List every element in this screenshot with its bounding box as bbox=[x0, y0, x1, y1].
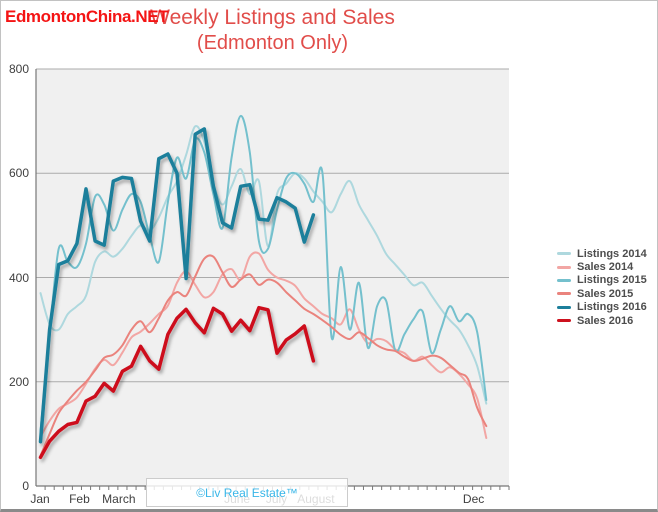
chart-subtitle: (Edmonton Only) bbox=[196, 32, 349, 54]
legend-item: Sales 2016 bbox=[557, 314, 647, 327]
liv-watermark-box: ©Liv Real Estate™ bbox=[146, 478, 348, 507]
watermark-edmontonchina: EdmontonChina.NET bbox=[5, 7, 169, 26]
y-axis-label: 600 bbox=[8, 166, 29, 181]
legend-item: Listings 2015 bbox=[557, 274, 647, 287]
legend-label: Sales 2015 bbox=[577, 287, 634, 300]
legend-item: Listings 2016 bbox=[557, 301, 647, 314]
legend-label: Listings 2016 bbox=[577, 301, 647, 314]
chart-title-block: Weekly Listings and Sales (Edmonton Only… bbox=[36, 5, 509, 55]
legend-label: Sales 2014 bbox=[577, 261, 634, 274]
chart-title: Weekly Listings and Sales bbox=[150, 6, 395, 29]
x-axis-label-dec: Dec bbox=[462, 492, 485, 506]
legend-label: Listings 2015 bbox=[577, 274, 647, 287]
y-axis-label: 800 bbox=[8, 62, 29, 76]
legend-item: Sales 2015 bbox=[557, 287, 647, 300]
y-axis-label: 200 bbox=[8, 374, 29, 389]
series-line-listings-2015 bbox=[39, 114, 488, 433]
legend-item: Sales 2014 bbox=[557, 260, 647, 273]
legend-swatch bbox=[557, 278, 571, 282]
series-line-sales-2014 bbox=[39, 251, 488, 439]
legend-label: Listings 2014 bbox=[577, 247, 647, 260]
legend-swatch bbox=[557, 305, 571, 309]
legend-swatch bbox=[557, 265, 571, 269]
liv-watermark-text: ©Liv Real Estate™ bbox=[196, 485, 298, 500]
x-axis-label-march: March bbox=[102, 492, 136, 506]
series-line-listings-2014 bbox=[39, 124, 488, 405]
y-axis-label: 400 bbox=[8, 270, 29, 285]
y-axis-label: 0 bbox=[22, 479, 29, 493]
x-axis-label-feb: Feb bbox=[69, 492, 90, 506]
series-line-listings-2016 bbox=[38, 127, 316, 444]
legend-swatch bbox=[557, 319, 571, 323]
legend-swatch bbox=[557, 292, 571, 296]
legend: Listings 2014 Sales 2014 Listings 2015 Sale… bbox=[557, 247, 647, 327]
x-axis-label-jan: Jan bbox=[30, 492, 50, 506]
legend-label: Sales 2016 bbox=[577, 314, 634, 327]
series-line-sales-2016 bbox=[38, 305, 316, 460]
series-line-sales-2015 bbox=[39, 254, 488, 457]
legend-item: Listings 2014 bbox=[557, 247, 647, 260]
legend-swatch bbox=[557, 252, 571, 256]
